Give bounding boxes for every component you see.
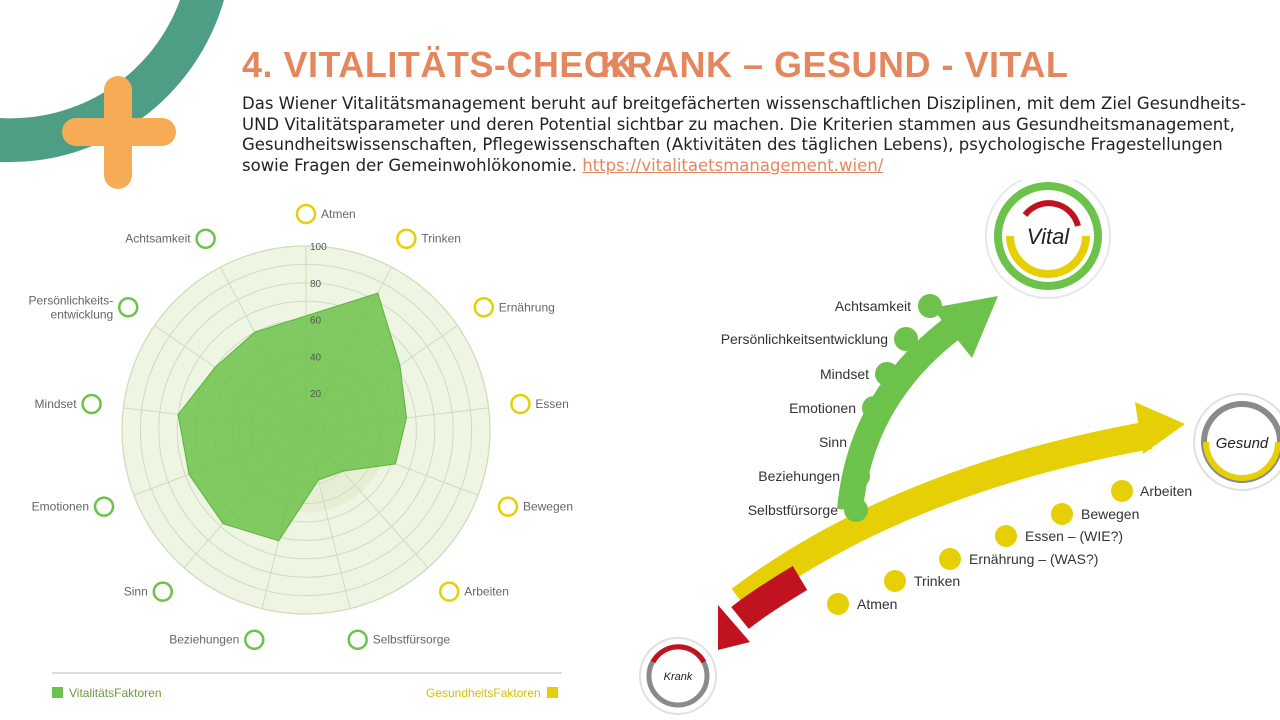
badge-krank: Krank xyxy=(639,637,717,715)
growth-icon xyxy=(894,327,918,351)
legend-vital: VitalitätsFaktoren xyxy=(52,686,162,700)
heart-icon xyxy=(844,498,868,522)
radar-axis-label: Achtsamkeit xyxy=(125,232,191,246)
radar-chart: 20 40 60 80 100 Atmen Trinken Ernährung Essen Bew… xyxy=(29,203,573,650)
briefcase-icon xyxy=(1111,480,1133,502)
radar-axis-icon xyxy=(195,228,216,249)
plus-icon xyxy=(62,76,176,189)
radar-axis-icon xyxy=(152,581,174,602)
radar-axis-icon xyxy=(347,629,368,650)
radar-axis-label: Persönlichkeits- xyxy=(29,293,114,307)
radar-axis-label: Beziehungen xyxy=(169,633,239,647)
radar-tick-label: 80 xyxy=(310,279,322,290)
smiley-icon xyxy=(995,525,1017,547)
health-item-label: Trinken xyxy=(914,573,960,589)
radar-axis-icon xyxy=(93,496,115,517)
legend-vital-label: VitalitätsFaktoren xyxy=(69,686,162,700)
radar-tick-label: 60 xyxy=(310,316,322,327)
radar-axis-label: Essen xyxy=(535,397,568,411)
radar-axis-label: Arbeiten xyxy=(464,585,509,599)
radar-axis-icon xyxy=(497,496,519,517)
lungs-icon xyxy=(827,593,849,615)
vital-item-label: Achtsamkeit xyxy=(835,298,911,314)
brain-icon xyxy=(875,362,899,386)
vital-item-label: Mindset xyxy=(820,366,869,382)
glass-icon xyxy=(884,570,906,592)
radar-axis-label: entwicklung xyxy=(51,307,114,321)
vital-arrow-head xyxy=(932,296,998,358)
title-right: KRANK – GESUND - VITAL xyxy=(600,44,1069,85)
intro-text: Das Wiener Vitalitätsmanagement beruht a… xyxy=(242,94,1247,175)
vital-item-label: Persönlichkeitsentwicklung xyxy=(721,331,888,347)
health-arrow-shaft xyxy=(731,421,1153,612)
health-item-label: Arbeiten xyxy=(1140,483,1192,499)
radar-axis-label: Mindset xyxy=(35,397,78,411)
sprout-icon xyxy=(918,294,942,318)
legend-gesund-swatch xyxy=(546,687,558,698)
badge-vital: Vital xyxy=(985,180,1111,299)
intro-paragraph: Das Wiener Vitalitätsmanagement beruht a… xyxy=(242,94,1252,176)
page-title: 4. VITALITÄTS-CHECK KRANK – GESUND - VIT… xyxy=(242,44,1068,86)
vital-series-area xyxy=(177,292,408,542)
radar-axis-icon xyxy=(117,297,139,318)
radar-axis-icon xyxy=(396,228,417,249)
shoe-icon xyxy=(1051,503,1073,525)
radar-axis-label: Selbstfürsorge xyxy=(373,633,451,647)
krank-arrow-shaft xyxy=(731,565,808,630)
radar-axis-icon xyxy=(473,297,495,318)
website-link[interactable]: https://vitalitaetsmanagement.wien/ xyxy=(582,155,884,175)
corner-decoration xyxy=(0,0,224,189)
teal-arc xyxy=(0,0,224,163)
radar-axis-icon xyxy=(244,629,265,650)
radar-axis-icon xyxy=(81,393,102,415)
health-item-label: Atmen xyxy=(857,596,897,612)
health-items-list: Arbeiten Bewegen Essen – (WIE?) Ernährun… xyxy=(827,480,1192,615)
health-item-label: Ernährung – (WAS?) xyxy=(969,551,1098,567)
radar-axis-label: Bewegen xyxy=(523,500,573,514)
title-left: 4. VITALITÄTS-CHECK xyxy=(242,44,637,85)
badge-gesund: Gesund xyxy=(1193,393,1280,491)
radar-axis-label: Trinken xyxy=(421,232,461,246)
badge-krank-label: Krank xyxy=(664,671,693,683)
vital-item-label: Beziehungen xyxy=(758,468,840,484)
badge-gesund-label: Gesund xyxy=(1216,435,1269,452)
badge-vital-label: Vital xyxy=(1027,224,1071,249)
vital-item-label: Emotionen xyxy=(789,400,856,416)
radar-axis-icon xyxy=(438,581,460,602)
legend-gesund-label: GesundheitsFaktoren xyxy=(426,686,541,700)
emotion-icon xyxy=(862,396,886,420)
radar-axis-icon xyxy=(295,203,317,225)
radar-axis-label: Ernährung xyxy=(499,300,555,314)
legend-gesund: GesundheitsFaktoren xyxy=(426,686,558,700)
radar-axis-icon xyxy=(510,393,531,415)
krank-arrow-head xyxy=(718,605,750,650)
radar-axis-label: Emotionen xyxy=(32,500,89,514)
health-item-label: Essen – (WIE?) xyxy=(1025,528,1123,544)
radar-axis-label: Sinn xyxy=(124,585,148,599)
vital-item-label: Selbstfürsorge xyxy=(748,502,838,518)
lotus-icon xyxy=(853,430,877,454)
legend-vital-swatch xyxy=(52,687,63,698)
radar-axis-label: Atmen xyxy=(321,207,356,221)
radar-tick-label: 20 xyxy=(310,389,322,400)
people-icon xyxy=(846,464,870,488)
vital-item-label: Sinn xyxy=(819,434,847,450)
health-item-label: Bewegen xyxy=(1081,506,1139,522)
radar-tick-label: 40 xyxy=(310,352,322,363)
cutlery-icon xyxy=(939,548,961,570)
vital-items-list: Achtsamkeit Persönlichkeitsentwicklung M… xyxy=(721,294,942,522)
legend-divider xyxy=(52,672,562,674)
radar-tick-label: 100 xyxy=(310,242,327,253)
health-arrow-head xyxy=(1135,402,1185,454)
krank-gesund-vital-diagram: Vital Gesund Krank Achtsamkeit Persönlic… xyxy=(639,180,1280,715)
